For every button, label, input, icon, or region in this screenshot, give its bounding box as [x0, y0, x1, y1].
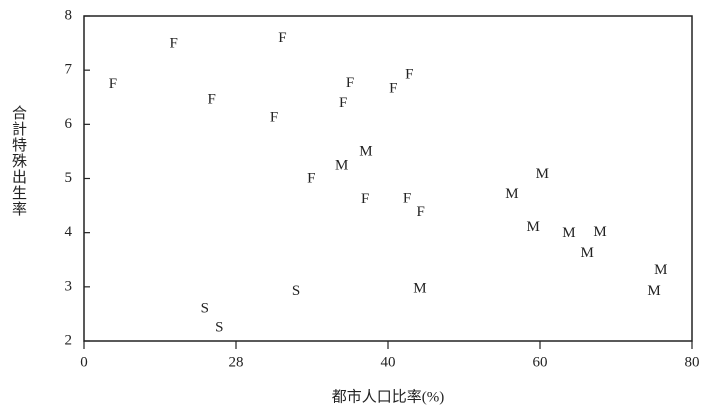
point-marker: F — [208, 91, 216, 107]
y-tick-label: 5 — [65, 170, 73, 186]
y-tick-label: 7 — [65, 62, 73, 78]
point-marker: M — [647, 283, 660, 299]
x-tick-label: 40 — [381, 354, 396, 370]
y-tick-label: 4 — [65, 224, 73, 240]
point-marker: F — [405, 66, 413, 82]
x-tick-label: 60 — [533, 354, 548, 370]
point-marker: F — [109, 76, 117, 92]
point-marker: F — [346, 75, 354, 91]
point-marker: F — [278, 30, 286, 46]
point-marker: F — [403, 191, 411, 207]
x-tick-label: 28 — [229, 354, 244, 370]
point-marker: S — [292, 283, 300, 299]
point-marker: F — [307, 170, 315, 186]
y-tick-label: 8 — [65, 7, 73, 23]
point-marker: M — [593, 224, 606, 240]
y-tick-label: 2 — [65, 332, 73, 348]
x-tick-label: 80 — [685, 354, 700, 370]
point-marker: S — [201, 300, 209, 316]
point-marker: F — [270, 109, 278, 125]
x-axis-label: 都市人口比率(%) — [332, 388, 445, 405]
point-marker: F — [361, 191, 369, 207]
point-marker: F — [417, 204, 425, 220]
point-marker: M — [580, 245, 593, 261]
point-marker: M — [335, 157, 348, 173]
point-marker: M — [654, 262, 667, 278]
y-axis-label: 合計特殊出生率 — [10, 105, 26, 217]
point-marker: F — [170, 36, 178, 52]
x-tick-label: 0 — [80, 354, 88, 370]
point-marker: M — [505, 186, 518, 202]
point-marker: M — [413, 280, 426, 296]
y-tick-label: 3 — [65, 278, 73, 294]
point-marker: F — [389, 81, 397, 97]
plot-frame — [83, 15, 693, 342]
point-marker: M — [359, 143, 372, 159]
point-marker: M — [526, 219, 539, 235]
point-marker: M — [562, 225, 575, 241]
point-marker: M — [536, 166, 549, 182]
point-marker: S — [215, 319, 223, 335]
point-marker: F — [339, 95, 347, 111]
y-tick-label: 6 — [65, 116, 73, 132]
